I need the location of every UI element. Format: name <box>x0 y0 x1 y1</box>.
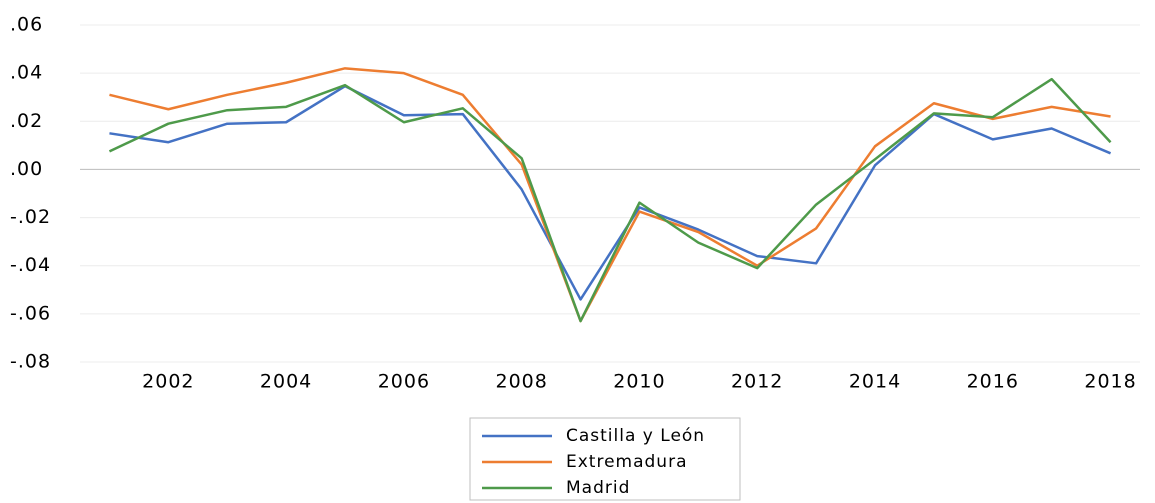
x-tick-label: 2006 <box>378 371 430 393</box>
legend-box <box>469 417 741 501</box>
y-tick-label: .06 <box>10 14 43 36</box>
legend-label: Castilla y León <box>566 426 705 446</box>
legend-label: Extremadura <box>566 452 688 472</box>
y-tick-label: .04 <box>10 62 43 84</box>
y-tick-label: -.08 <box>10 351 51 373</box>
y-tick-label: -.06 <box>10 302 51 324</box>
x-tick-label: 2018 <box>1084 371 1136 393</box>
x-tick-label: 2004 <box>260 371 312 393</box>
x-tick-label: 2014 <box>849 371 901 393</box>
y-tick-label: -.02 <box>10 206 51 228</box>
x-tick-label: 2016 <box>967 371 1019 393</box>
legend: Castilla y León Extremadura Madrid <box>482 426 705 498</box>
y-tick-label: .00 <box>10 158 43 180</box>
series-line <box>109 84 1112 301</box>
y-tick-label: .02 <box>10 110 43 132</box>
x-tick-label: 2002 <box>142 371 194 393</box>
y-tick-label: -.04 <box>10 254 51 276</box>
x-tick-label: 2012 <box>731 371 783 393</box>
series-line <box>108 77 1112 323</box>
x-tick-label: 2010 <box>613 371 665 393</box>
series-line <box>109 67 1111 323</box>
x-tick-label: 2008 <box>495 371 547 393</box>
legend-label: Madrid <box>566 478 630 498</box>
